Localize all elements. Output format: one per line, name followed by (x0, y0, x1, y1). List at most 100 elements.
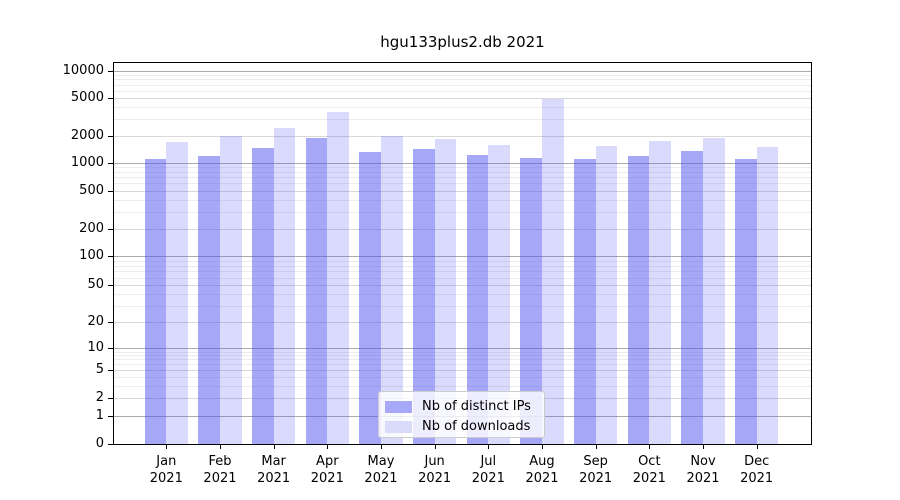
gridline-minor (114, 211, 811, 213)
x-tick-mark (595, 444, 597, 449)
gridline-minor (114, 84, 811, 86)
x-tick-label-year: 2021 (149, 471, 183, 486)
gridline-minor (114, 359, 811, 361)
gridline-major (114, 162, 811, 164)
y-tick-label: 200 (79, 220, 104, 236)
gridline-minor (114, 385, 811, 387)
x-tick-label-year: 2021 (310, 471, 344, 486)
x-tick-mark (219, 444, 221, 449)
y-tick-mark (108, 256, 113, 258)
gridline-minor (114, 260, 811, 262)
x-tick-mark (434, 444, 436, 449)
legend: Nb of distinct IPs Nb of downloads (378, 391, 545, 438)
x-tick-mark (756, 444, 758, 449)
bar-downloads-jan (166, 141, 189, 444)
x-tick-label-month: Feb (208, 454, 232, 469)
y-tick-mark (108, 162, 113, 164)
x-tick-label: Apr 2021 (300, 453, 354, 487)
gridline-minor (114, 271, 811, 273)
bar-distinct-ips-aug (520, 158, 542, 444)
y-tick-mark (108, 444, 113, 446)
gridline-major (114, 256, 811, 258)
y-tick-label: 1000 (70, 154, 104, 170)
bar-downloads-sep (595, 146, 618, 444)
gridline-sub (114, 370, 811, 371)
chart-title: hgu133plus2.db 2021 (380, 33, 545, 51)
gridline-minor (114, 74, 811, 76)
x-tick-label: Jan 2021 (139, 453, 193, 487)
gridline-minor (114, 79, 811, 81)
gridline-sub (114, 321, 811, 323)
y-tick-label: 10 (87, 340, 104, 356)
bar-distinct-ips-oct (627, 155, 650, 444)
gridline-minor (114, 294, 811, 296)
bar-distinct-ips-jul (466, 155, 489, 444)
x-tick-label-month: Nov (690, 454, 716, 469)
gridline-major (114, 348, 811, 350)
y-tick-label: 2000 (70, 127, 104, 143)
y-tick-label: 0 (95, 436, 104, 452)
gridline-minor (114, 305, 811, 307)
y-tick-mark (108, 415, 113, 417)
gridline-minor (114, 183, 811, 185)
gridline-minor (114, 90, 811, 92)
legend-label: Nb of downloads (422, 419, 531, 434)
gridline-sub (114, 228, 811, 230)
bar-downloads-oct (649, 140, 672, 444)
legend-label: Nb of distinct IPs (422, 399, 531, 414)
bar-distinct-ips-jun (412, 148, 435, 444)
x-tick-label-month: Dec (744, 454, 770, 469)
x-axis: Jan 2021 Feb 2021 Mar 2021 Apr 2021 May 2021 Jun 20… (114, 444, 811, 500)
y-tick-mark (108, 398, 113, 400)
bar-distinct-ips-dec (734, 159, 757, 444)
y-tick-mark (108, 228, 113, 230)
x-tick-label: Aug 2021 (515, 453, 569, 487)
gridline-minor (114, 376, 811, 378)
gridline-minor (114, 265, 811, 267)
y-tick-mark (108, 370, 113, 371)
y-tick-mark (108, 70, 113, 72)
x-tick-label-year: 2021 (579, 471, 613, 486)
x-tick-mark (649, 444, 651, 449)
x-tick-label-month: Oct (638, 454, 661, 469)
bar-downloads-dec (756, 147, 779, 444)
gridline-minor (114, 277, 811, 279)
x-tick-label-year: 2021 (632, 471, 666, 486)
bar-downloads-feb (219, 135, 242, 444)
y-axis: 0 1 2 5 10 20 50 100 200 500 1000 2000 5000 10000 (0, 63, 113, 451)
bar-downloads-jun (434, 138, 457, 444)
y-tick-label: 500 (79, 182, 104, 198)
x-tick-label: Sep 2021 (569, 453, 623, 487)
x-tick-mark (166, 444, 168, 449)
bar-downloads-nov (703, 137, 725, 444)
x-tick-label: Jul 2021 (461, 453, 515, 487)
legend-item-downloads: Nb of downloads (385, 417, 536, 437)
gridline-sub (114, 98, 811, 99)
x-tick-mark (488, 444, 490, 449)
gridline-major (114, 70, 811, 72)
bar-distinct-ips-feb (198, 155, 220, 444)
gridlines-layer (114, 63, 811, 444)
gridline-minor (114, 351, 811, 353)
bar-downloads-mar (273, 128, 296, 444)
x-tick-label-month: Jul (480, 454, 497, 469)
x-tick-mark (541, 444, 543, 449)
x-tick-label: May 2021 (354, 453, 408, 487)
gridline-minor (114, 118, 811, 120)
x-tick-label-year: 2021 (203, 471, 237, 486)
bar-distinct-ips-nov (681, 150, 703, 444)
x-tick-label-year: 2021 (364, 471, 398, 486)
x-tick-label-month: Jun (424, 454, 445, 469)
x-tick-label-year: 2021 (525, 471, 559, 486)
x-tick-mark (380, 444, 382, 449)
legend-item-distinct-ips: Nb of distinct IPs (385, 397, 536, 417)
x-tick-label: Feb 2021 (193, 453, 247, 487)
bar-distinct-ips-apr (305, 138, 328, 444)
bar-downloads-may (380, 135, 403, 444)
x-tick-label-month: May (367, 454, 395, 469)
y-tick-mark (108, 321, 113, 323)
plot-area: Nb of distinct IPs Nb of downloads (113, 62, 812, 445)
x-tick-label-year: 2021 (418, 471, 452, 486)
bar-downloads-jul (488, 144, 511, 444)
y-tick-label: 1 (95, 407, 104, 423)
